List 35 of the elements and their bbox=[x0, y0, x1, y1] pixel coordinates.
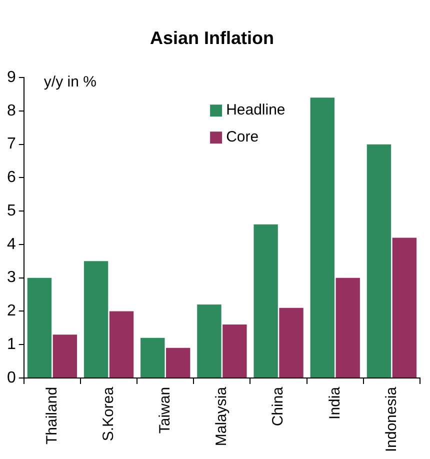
bar bbox=[197, 304, 222, 378]
y-tick-label: 6 bbox=[6, 169, 16, 186]
x-tick-label: India bbox=[326, 386, 344, 420]
y-axis-title: y/y in % bbox=[44, 74, 96, 91]
y-tick-label: 8 bbox=[6, 102, 16, 120]
bar bbox=[254, 224, 278, 378]
x-tick-label: Taiwan bbox=[156, 386, 174, 434]
bar bbox=[310, 98, 334, 378]
y-tick-label: 3 bbox=[6, 269, 16, 286]
chart-title: Asian Inflation bbox=[150, 28, 274, 48]
y-tick-label: 2 bbox=[6, 302, 16, 320]
bar bbox=[109, 311, 134, 378]
y-tick-label: 9 bbox=[6, 69, 16, 86]
y-tick-label: 7 bbox=[6, 136, 16, 153]
bar bbox=[52, 334, 78, 378]
legend-label: Headline bbox=[226, 102, 286, 119]
bar bbox=[279, 308, 304, 378]
bar bbox=[366, 144, 392, 378]
bar bbox=[392, 238, 417, 378]
y-tick-label: 1 bbox=[6, 336, 16, 353]
bar bbox=[84, 261, 108, 378]
x-tick-label: S.Korea bbox=[100, 386, 117, 442]
bar bbox=[166, 348, 190, 378]
legend-label: Core bbox=[226, 128, 259, 146]
x-tick-label: Thailand bbox=[43, 386, 60, 444]
bar bbox=[336, 278, 360, 378]
bar bbox=[27, 278, 52, 378]
x-tick-label: Malaysia bbox=[213, 386, 230, 446]
bar bbox=[140, 338, 165, 378]
y-tick-label: 5 bbox=[6, 202, 16, 220]
y-tick-label: 0 bbox=[6, 369, 16, 386]
y-tick-label: 4 bbox=[6, 236, 16, 253]
x-tick-label: China bbox=[270, 386, 287, 426]
bar bbox=[222, 324, 247, 378]
x-tick-label: Indonesia bbox=[382, 386, 400, 452]
